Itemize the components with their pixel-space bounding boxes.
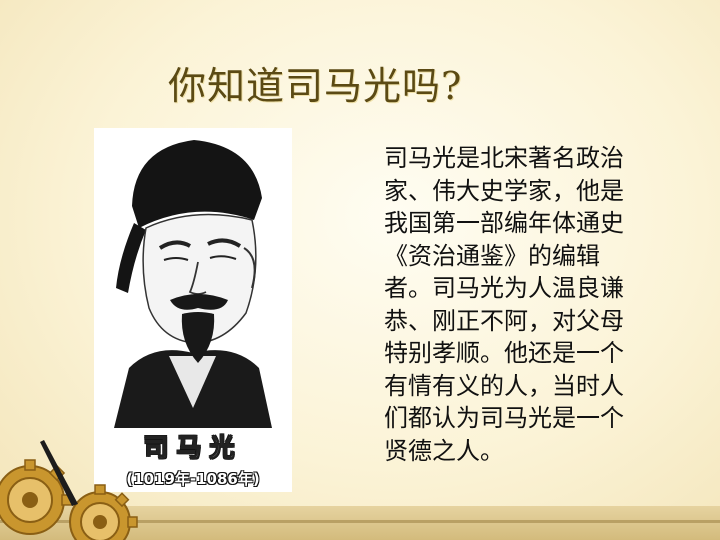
body-line: 们都认为司马光是一个 — [384, 404, 624, 432]
body-line: 有情有义的人，当时人 — [384, 371, 624, 400]
slide-title: 你知道司马光吗? — [168, 64, 463, 108]
body-line: 特别孝顺。他还是一个 — [384, 339, 624, 367]
body-line: 《资治通鉴》的编辑 — [384, 241, 600, 270]
body-line: 者。司马光为人温良谦 — [384, 274, 624, 302]
body-line: 恭、刚正不阿，对父母 — [384, 306, 624, 335]
body-line: 贤德之人。 — [384, 436, 504, 465]
portrait-drawing — [114, 140, 272, 428]
portrait-years-caption: (1019年-1086年) — [126, 470, 260, 488]
portrait-image: 司马光 (1019年-1086年) — [94, 128, 292, 492]
gear-icon — [69, 484, 138, 540]
clock-hand-icon — [40, 440, 78, 506]
body-text: 司马光是北宋著名政治 家、伟大史学家，他是 我国第一部编年体通史 《资治通鉴》的… — [384, 142, 674, 467]
body-line: 司马光是北宋著名政治 — [384, 144, 624, 172]
body-line: 我国第一部编年体通史 — [384, 209, 624, 237]
gear-icon — [0, 459, 73, 535]
portrait-name-caption: 司马光 — [143, 433, 243, 463]
bottom-decor-line — [0, 520, 720, 523]
body-line: 家、伟大史学家，他是 — [384, 176, 624, 205]
gear-decoration — [0, 440, 138, 540]
